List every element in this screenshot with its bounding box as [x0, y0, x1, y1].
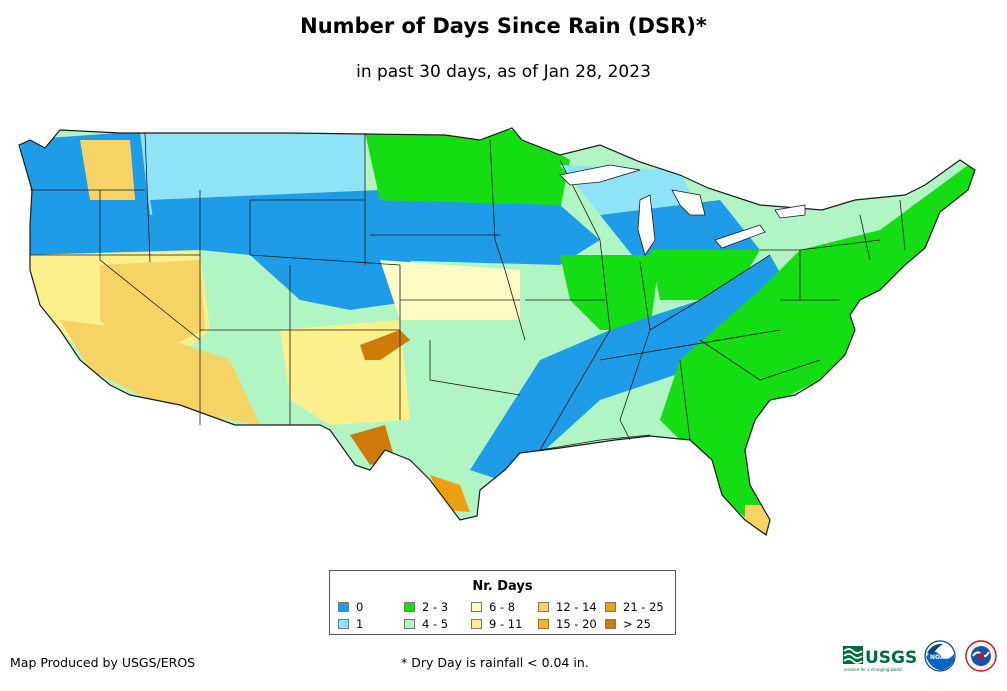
legend-swatch: [538, 619, 549, 629]
legend-swatch: [338, 602, 349, 612]
us-dsr-map: [18, 127, 976, 536]
legend: Nr. Days 0 1 2 - 3 4 - 5 6 - 8 9 - 11 12…: [329, 570, 676, 635]
region-kansas-paleyellow: [380, 260, 520, 320]
lake-michigan: [637, 194, 656, 256]
legend-label: 12 - 14: [556, 600, 597, 614]
noaa-logo: NOAA: [924, 640, 956, 672]
legend-label: 21 - 25: [623, 600, 664, 614]
map-subtitle: in past 30 days, as of Jan 28, 2023: [356, 62, 651, 82]
legend-swatch: [404, 619, 415, 629]
state-boundaries: [30, 132, 906, 451]
legend-label: 2 - 3: [422, 600, 449, 614]
region-colorado-blue: [250, 255, 420, 310]
map-title: Number of Days Since Rain (DSR)*: [300, 14, 707, 38]
region-east-green: [660, 160, 975, 535]
region-south-texas-gold: [430, 475, 470, 512]
legend-label: 9 - 11: [489, 617, 523, 631]
legend-swatch: [605, 619, 616, 629]
legend-swatch: [404, 602, 415, 612]
lake-ontario: [774, 204, 806, 219]
region-neb-blue: [370, 200, 600, 265]
region-iowa-green: [560, 255, 660, 330]
legend-swatch: [471, 602, 482, 612]
noaa-wordmark: NOAA: [930, 654, 950, 661]
legend-label: > 25: [623, 617, 651, 631]
usgs-wave-icon: [843, 646, 863, 664]
region-dakotas-green: [365, 130, 570, 210]
legend-label: 6 - 8: [489, 600, 516, 614]
legend-swatch: [605, 602, 616, 612]
map-credit: Map Produced by USGS/EROS: [10, 655, 196, 670]
legend-label: 1: [356, 617, 364, 631]
lake-superior: [559, 164, 641, 186]
region-pnw-oregon-yellow: [80, 140, 135, 200]
lake-huron: [671, 189, 706, 216]
legend-label: 4 - 5: [422, 617, 449, 631]
great-lakes: [559, 164, 806, 256]
footnote: * Dry Day is rainfall < 0.04 in.: [401, 655, 589, 670]
region-socal-gold: [60, 320, 260, 425]
legend-title: Nr. Days: [472, 579, 533, 594]
region-southern-blue-band: [470, 255, 790, 480]
usgs-logo: USGS science for a changing world: [843, 646, 917, 672]
agency-logos: USGS science for a changing world NOAA: [843, 640, 997, 672]
lake-erie: [714, 224, 766, 249]
legend-swatch: [471, 619, 482, 629]
usgs-tagline: science for a changing world: [844, 667, 902, 672]
usgs-wordmark: USGS: [865, 648, 917, 668]
legend-label: 15 - 20: [556, 617, 597, 631]
legend-swatch: [538, 602, 549, 612]
dsr-color-regions: [19, 128, 975, 535]
legend-swatch: [338, 619, 349, 629]
legend-label: 0: [356, 600, 364, 614]
region-oklahoma-brown: [360, 330, 410, 360]
nws-logo: [965, 640, 997, 672]
